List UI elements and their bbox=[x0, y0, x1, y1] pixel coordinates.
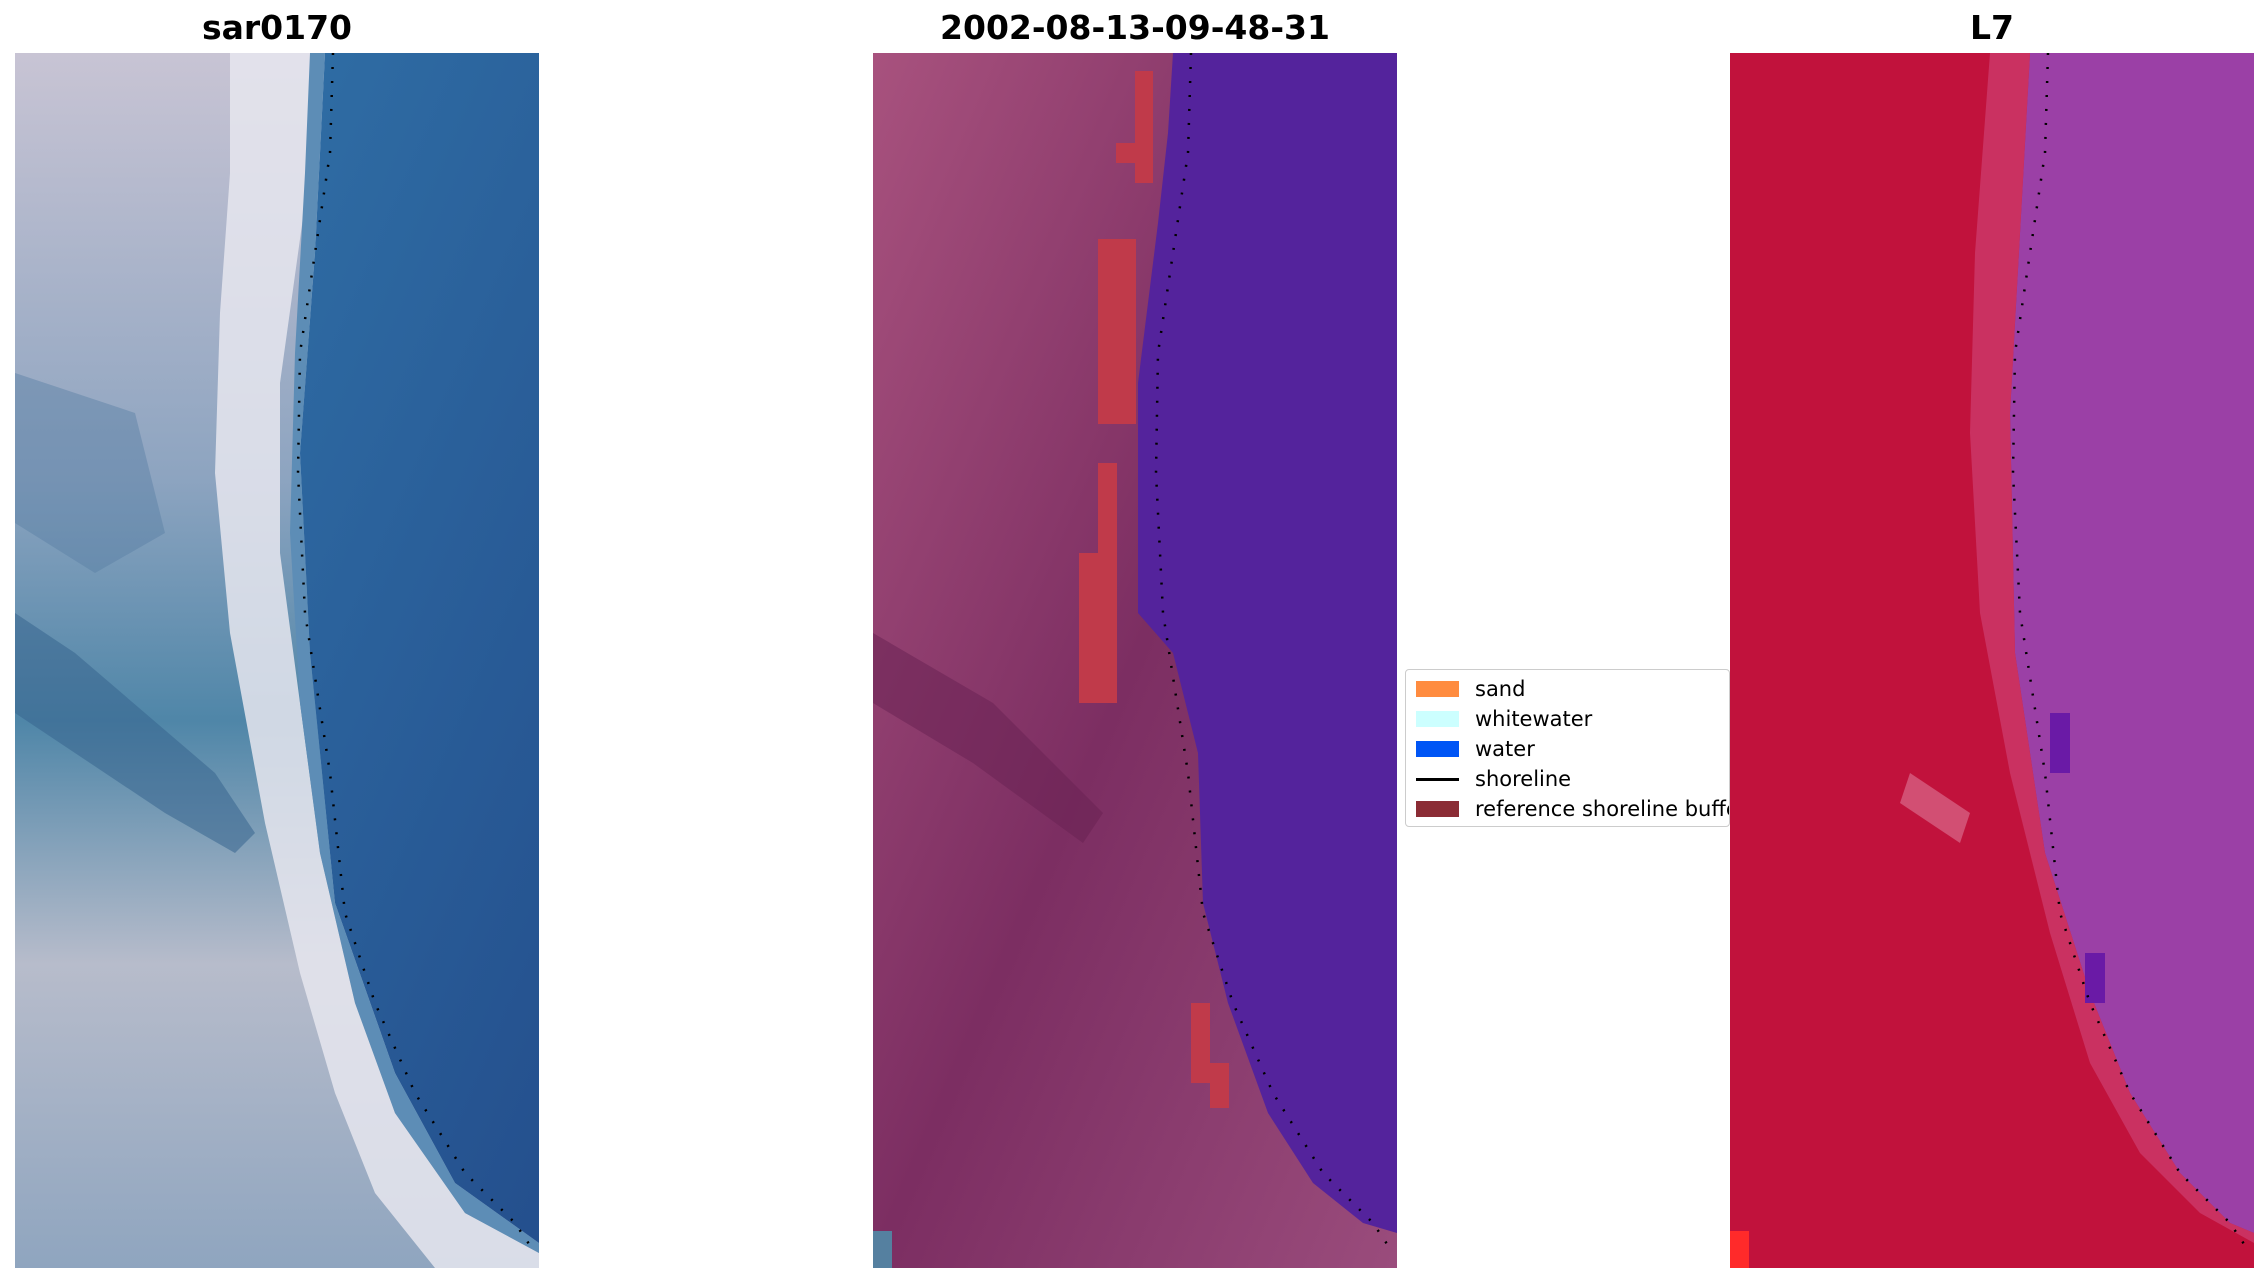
rgb-image bbox=[15, 53, 539, 1268]
legend-item-buffer: reference shoreline buffer bbox=[1416, 797, 1730, 821]
legend: sand whitewater water shoreline referenc… bbox=[1405, 669, 1730, 827]
whitewater-swatch bbox=[1416, 711, 1459, 727]
legend-item-whitewater: whitewater bbox=[1416, 707, 1593, 731]
panel-title-l7: L7 bbox=[1970, 8, 2014, 47]
legend-item-sand: sand bbox=[1416, 677, 1526, 701]
classified-image bbox=[873, 53, 1397, 1268]
legend-label-water: water bbox=[1475, 737, 1535, 761]
legend-label-whitewater: whitewater bbox=[1475, 707, 1593, 731]
classified-image-panel bbox=[873, 53, 1397, 1268]
legend-item-water: water bbox=[1416, 737, 1535, 761]
sand-swatch bbox=[1416, 681, 1459, 697]
legend-label-shoreline: shoreline bbox=[1475, 767, 1572, 791]
buffer-swatch bbox=[1416, 801, 1459, 817]
rgb-image-panel bbox=[15, 53, 539, 1268]
panel-title-sar0170: sar0170 bbox=[201, 8, 353, 47]
l7-image bbox=[1730, 53, 2254, 1268]
shoreline-line-swatch bbox=[1416, 777, 1459, 781]
panel-title-date: 2002-08-13-09-48-31 bbox=[940, 8, 1330, 47]
legend-label-buffer: reference shoreline buffer bbox=[1475, 797, 1730, 821]
water-swatch bbox=[1416, 741, 1459, 757]
legend-label-sand: sand bbox=[1475, 677, 1526, 701]
legend-item-shoreline: shoreline bbox=[1416, 767, 1572, 791]
l7-image-panel bbox=[1730, 53, 2254, 1268]
